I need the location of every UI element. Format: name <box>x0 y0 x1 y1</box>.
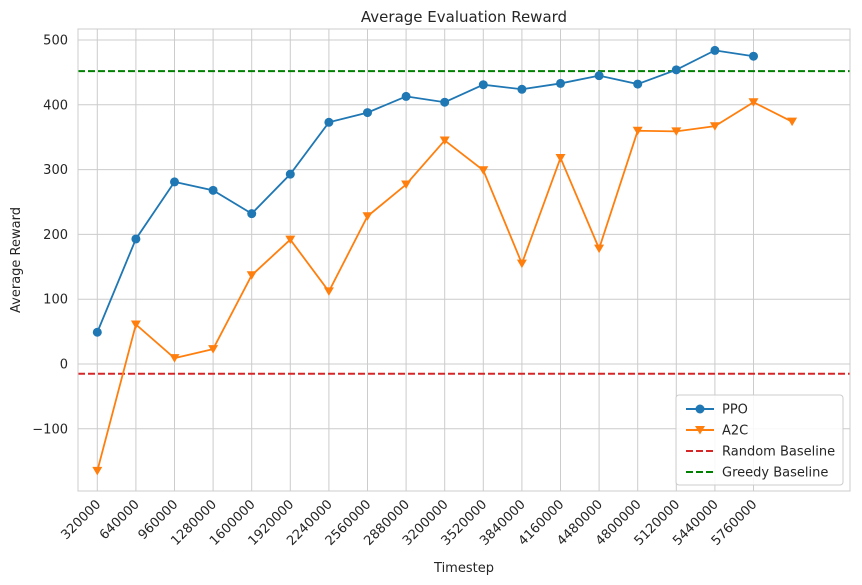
a2c-point <box>594 244 605 254</box>
a2c-series <box>92 98 798 476</box>
ppo-point <box>92 327 102 337</box>
ppo-point <box>671 65 681 75</box>
ppo-line <box>96 49 754 333</box>
y-tick-label: 200 <box>43 228 68 243</box>
a2c-point <box>401 180 412 190</box>
legend-marker-a2c <box>695 426 705 435</box>
y-tick-label: −100 <box>32 422 68 437</box>
a2c-point <box>130 320 141 329</box>
y-axis-label: Average Reward <box>9 207 24 313</box>
y-tick-label: 300 <box>43 163 68 178</box>
a2c-point <box>323 287 334 296</box>
a2c-point <box>478 166 489 175</box>
a2c-point <box>92 466 103 476</box>
x-tick-label: 640000 <box>97 497 143 543</box>
y-tick-label: 100 <box>43 293 68 308</box>
ppo-point <box>170 177 179 187</box>
a2c-point <box>439 136 450 145</box>
legend-label-ppo: PPO <box>722 403 748 418</box>
grid <box>78 29 850 491</box>
ppo-point <box>749 51 758 61</box>
y-tick-label: 400 <box>43 98 68 113</box>
baselines <box>78 70 850 375</box>
a2c-point <box>748 98 759 107</box>
a2c-point <box>362 212 373 221</box>
a2c-point <box>709 122 720 131</box>
chart-title: Average Evaluation Reward <box>361 8 567 26</box>
legend: PPO A2C Random Baseline Greedy Baseline <box>675 394 844 486</box>
legend-label-random-baseline: Random Baseline <box>722 445 835 460</box>
legend-label-a2c: A2C <box>722 424 748 439</box>
x-tick-label: 320000 <box>58 497 104 543</box>
legend-box <box>675 394 844 486</box>
y-tick-label: 500 <box>43 34 68 49</box>
ppo-point <box>556 78 565 88</box>
x-axis-label: Timestep <box>433 561 494 576</box>
ppo-point <box>401 91 411 101</box>
ppo-point <box>247 209 257 219</box>
ppo-point <box>363 108 372 118</box>
a2c-point <box>285 235 296 245</box>
ppo-point <box>517 84 527 94</box>
y-tick-label: 0 <box>60 357 68 372</box>
ppo-point <box>324 117 334 127</box>
a2c-point <box>555 153 566 163</box>
ppo-point <box>478 80 488 90</box>
ppo-point <box>633 79 643 89</box>
series-layer <box>92 45 798 476</box>
plot-frame <box>77 28 851 492</box>
a2c-point <box>516 259 527 269</box>
x-tick-labels: 3200006400009600001280000160000019200002… <box>58 497 760 549</box>
ppo-point <box>131 234 141 244</box>
ppo-point <box>208 185 218 195</box>
a2c-point <box>208 345 219 354</box>
ppo-point <box>594 71 604 81</box>
a2c-point <box>632 126 643 136</box>
ppo-point <box>440 97 450 107</box>
a2c-point <box>787 117 798 127</box>
legend-label-greedy-baseline: Greedy Baseline <box>722 466 828 481</box>
legend-marker-ppo <box>695 404 705 414</box>
ppo-series <box>92 45 758 337</box>
a2c-point <box>671 127 682 136</box>
y-tick-labels: −100 0 100 200 300 400 500 <box>32 34 68 438</box>
a2c-point <box>246 271 257 280</box>
a2c-point <box>169 354 180 363</box>
ppo-point <box>285 169 295 179</box>
ppo-point <box>710 45 720 55</box>
